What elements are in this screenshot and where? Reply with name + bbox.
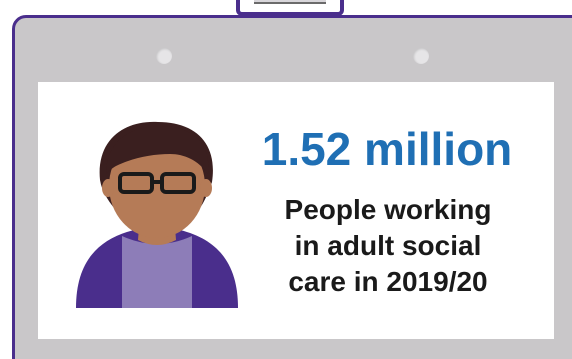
badge-clip-slot xyxy=(254,0,326,4)
person-with-glasses-icon xyxy=(76,121,238,308)
description-line: People working xyxy=(284,194,492,225)
badge-card: 1.52 million People working in adult soc… xyxy=(38,82,554,339)
headline-stat: 1.52 million xyxy=(261,123,513,175)
stat-description: People working in adult social care in 2… xyxy=(252,192,524,300)
description-line: care in 2019/20 xyxy=(288,266,488,297)
badge-clip-icon xyxy=(236,0,344,16)
description-line: in adult social xyxy=(294,230,482,261)
badge-hole-right xyxy=(413,48,429,64)
badge-hole-left xyxy=(156,48,172,64)
